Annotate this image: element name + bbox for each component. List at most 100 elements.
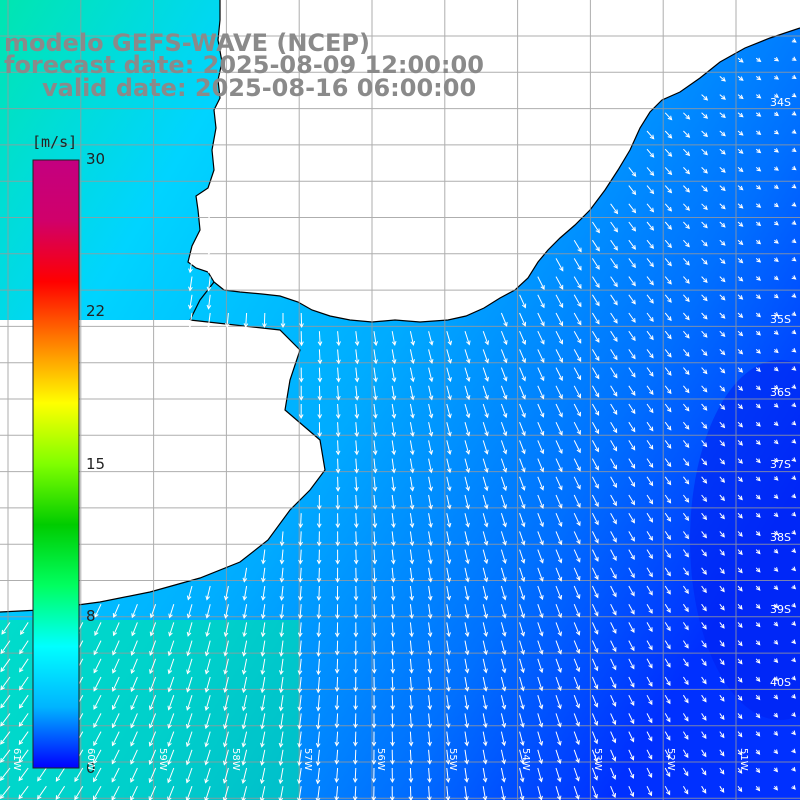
wind-arrow-head <box>791 220 797 225</box>
wind-arrow-head <box>631 409 636 415</box>
wind-arrow <box>610 549 617 561</box>
wind-arrow <box>591 494 599 507</box>
wind-arrow <box>664 694 671 704</box>
wind-arrow-head <box>773 439 779 445</box>
wind-arrow <box>519 749 524 764</box>
wind-arrow <box>701 403 708 411</box>
wind-arrow-head <box>389 778 395 784</box>
wind-arrow-head <box>594 392 600 398</box>
wind-arrow-head <box>354 468 359 474</box>
wind-arrow-head <box>1 629 6 635</box>
wind-arrow-head <box>445 778 451 783</box>
wind-arrow-head <box>649 280 654 286</box>
wind-arrow <box>719 258 726 264</box>
wind-arrow-head <box>773 621 779 627</box>
wind-arrow <box>537 549 544 563</box>
wind-arrow-head <box>188 286 193 292</box>
wind-arrow <box>500 513 507 527</box>
wind-arrow <box>112 713 120 728</box>
wind-arrow <box>664 585 671 595</box>
wind-arrow-head <box>593 775 598 781</box>
wind-arrow-head <box>595 264 600 270</box>
wind-arrow-head <box>737 750 743 756</box>
wind-arrow-head <box>791 184 797 189</box>
wind-arrow-head <box>702 533 707 539</box>
wind-arrow-head <box>557 540 563 546</box>
wind-arrow-head <box>482 796 488 800</box>
wind-arrow <box>391 640 394 655</box>
wind-arrow-head <box>702 497 708 502</box>
wind-arrow-head <box>427 759 432 765</box>
wind-arrow <box>409 567 413 582</box>
wind-arrow-head <box>148 741 154 747</box>
wind-arrow-head <box>630 628 635 634</box>
wind-arrow <box>500 367 507 381</box>
wind-arrow <box>224 622 229 637</box>
wind-arrow <box>298 713 302 729</box>
lon-label-55w: 55W <box>447 748 458 771</box>
wind-arrow-head <box>791 56 797 61</box>
wind-arrow-head <box>773 476 779 481</box>
wind-arrow-head <box>278 688 284 694</box>
wind-arrow-head <box>791 602 797 608</box>
wind-arrow-head <box>502 413 508 419</box>
wind-arrow <box>591 512 599 525</box>
wind-arrow-head <box>167 796 172 800</box>
wind-arrow-head <box>720 496 725 502</box>
wind-arrow-head <box>773 293 779 299</box>
wind-arrow <box>130 731 138 746</box>
wind-arrow <box>409 549 413 564</box>
wind-arrow-head <box>557 740 562 746</box>
wind-arrow-head <box>738 76 744 81</box>
wind-arrow <box>719 130 726 137</box>
wind-arrow <box>664 167 672 175</box>
wind-arrow <box>446 604 450 619</box>
wind-arrow-head <box>334 741 340 747</box>
wind-arrow <box>719 458 725 465</box>
wind-arrow-head <box>521 321 527 327</box>
wind-arrow-head <box>93 759 98 765</box>
wind-arrow-head <box>354 414 360 419</box>
wind-arrow-head <box>538 704 544 710</box>
wind-arrow-head <box>279 596 285 601</box>
wind-arrow-head <box>428 486 433 492</box>
wind-arrow-head <box>738 131 744 136</box>
wind-arrow-head <box>391 395 397 401</box>
wind-arrow <box>701 349 708 356</box>
wind-arrow-head <box>557 722 562 728</box>
wind-arrow-head <box>465 577 470 583</box>
wind-arrow <box>299 622 302 637</box>
wind-arrow-head <box>205 631 210 637</box>
wind-arrow <box>0 658 11 672</box>
wind-arrow-head <box>630 500 635 506</box>
wind-arrow <box>409 476 414 491</box>
wind-arrow <box>664 785 671 795</box>
wind-arrow-head <box>738 513 743 519</box>
wind-arrow <box>279 786 284 800</box>
wind-arrow-head <box>260 614 266 620</box>
wind-arrow <box>373 494 376 509</box>
wind-arrow <box>500 403 507 418</box>
wind-arrow-head <box>611 793 617 799</box>
wind-arrow <box>701 767 707 775</box>
wind-arrow-head <box>428 395 434 401</box>
wind-arrow <box>519 312 526 326</box>
wind-arrow-head <box>372 614 377 620</box>
wind-arrow-head <box>130 705 135 711</box>
wind-arrow <box>519 585 525 600</box>
wind-arrow-head <box>666 717 671 723</box>
wind-arrow <box>573 512 581 526</box>
wind-arrow <box>573 567 581 581</box>
wind-arrow <box>464 385 470 400</box>
wind-arrow-head <box>316 614 322 620</box>
wind-arrow-head <box>613 318 618 324</box>
wind-arrow <box>646 203 654 213</box>
wind-arrow-head <box>520 686 525 692</box>
wind-arrow-head <box>483 522 489 528</box>
wind-arrow-head <box>755 750 761 755</box>
wind-arrow-head <box>791 165 797 171</box>
wind-arrow <box>591 640 598 653</box>
wind-arrow-head <box>409 596 415 601</box>
wind-arrow-head <box>316 559 322 565</box>
wind-arrow-head <box>791 256 797 262</box>
